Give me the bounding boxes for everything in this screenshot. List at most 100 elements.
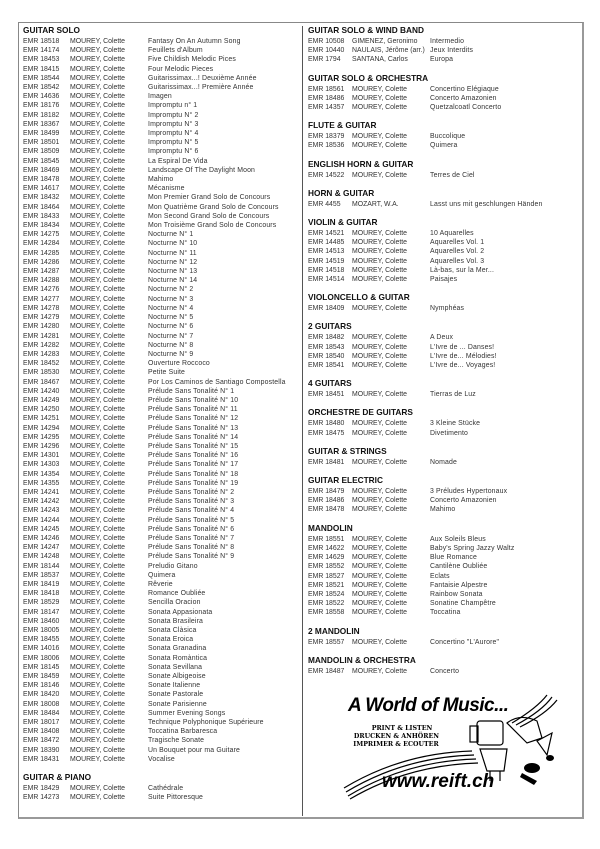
catalog-title: Nymphéas: [430, 305, 465, 313]
catalog-composer: MOUREY, Colette: [70, 580, 126, 588]
catalog-row: EMR 18144 MOUREY, Colette Preludio Gitano: [23, 562, 299, 571]
catalog-code: EMR 18524: [308, 590, 345, 598]
catalog-composer: MOUREY, Colette: [352, 506, 408, 514]
catalog-row: EMR 18481 MOUREY, Colette Nomade: [308, 458, 580, 467]
left-column: GUITAR SOLO EMR 18518 MOUREY, Colette Fanta…: [23, 24, 299, 809]
catalog-code: EMR 18431: [23, 755, 60, 763]
catalog-row: EMR 14357 MOUREY, Colette Quetzalcoatl Con…: [308, 103, 580, 112]
catalog-composer: MOUREY, Colette: [70, 636, 126, 644]
catalog-code: EMR 14286: [23, 258, 60, 266]
catalog-code: EMR 18144: [23, 562, 60, 570]
catalog-composer: MOUREY, Colette: [352, 638, 408, 646]
catalog-composer: MOUREY, Colette: [352, 391, 408, 399]
catalog-code: EMR 18521: [308, 581, 345, 589]
catalog-title: Prélude Sans Tonalité N° 5: [148, 516, 235, 524]
catalog-row: EMR 18499 MOUREY, Colette Impromptu N° 4: [23, 129, 299, 138]
catalog-composer: MOUREY, Colette: [70, 654, 126, 662]
catalog-title: Blue Romance: [430, 554, 477, 562]
catalog-composer: MOUREY, Colette: [70, 240, 126, 248]
catalog-title: Paisajes: [430, 276, 458, 284]
catalog-title: Por Los Caminos de Santiago Compostella: [148, 378, 286, 386]
catalog-title: Nocturne N° 12: [148, 258, 198, 266]
catalog-composer: MOUREY, Colette: [70, 231, 126, 239]
catalog-composer: MOUREY, Colette: [70, 396, 126, 404]
catalog-title: Mécanisme: [148, 185, 185, 193]
catalog-composer: MOUREY, Colette: [70, 479, 126, 487]
catalog-section: VIOLIN & GUITAR EMR 14521 MOUREY, Colette 1…: [308, 216, 580, 284]
catalog-composer: MOUREY, Colette: [70, 157, 126, 165]
catalog-composer: MOUREY, Colette: [70, 120, 126, 128]
catalog-composer: MOUREY, Colette: [70, 332, 126, 340]
section-heading: 2 MANDOLIN: [308, 625, 360, 636]
catalog-title: Impromptu N° 4: [148, 130, 199, 138]
catalog-row: EMR 18537 MOUREY, Colette Quimera: [23, 571, 299, 580]
catalog-row: EMR 14294 MOUREY, Colette Prélude Sans Ton…: [23, 424, 299, 433]
catalog-title: Prélude Sans Tonalité N° 13: [148, 424, 239, 432]
catalog-row: EMR 18475 MOUREY, Colette Divetimento: [308, 429, 580, 438]
catalog-composer: MOUREY, Colette: [70, 111, 126, 119]
catalog-code: EMR 18379: [308, 133, 345, 141]
catalog-row: EMR 18522 MOUREY, Colette Sonatine Champêt…: [308, 599, 580, 608]
catalog-title: Nocturne N° 5: [148, 314, 194, 322]
catalog-composer: MOUREY, Colette: [70, 176, 126, 184]
catalog-code: EMR 18433: [23, 212, 60, 220]
catalog-row: EMR 4455 MOZART, W.A. Lasst uns mit geschl…: [308, 200, 580, 209]
catalog-row: EMR 18469 MOUREY, Colette Landscape Of The…: [23, 166, 299, 175]
catalog-title: Concertino Elégiaque: [430, 85, 499, 93]
catalog-row: EMR 18146 MOUREY, Colette Sonate Italienne: [23, 681, 299, 690]
catalog-title: Aquarelles Vol. 3: [430, 257, 485, 265]
catalog-row: EMR 18420 MOUREY, Colette Sonate Pastorale: [23, 690, 299, 699]
logo-url[interactable]: www.reift.ch: [382, 771, 495, 792]
catalog-composer: MOUREY, Colette: [70, 700, 126, 708]
catalog-row: EMR 14287 MOUREY, Colette Nocturne N° 13: [23, 267, 299, 276]
catalog-composer: MOUREY, Colette: [70, 755, 126, 763]
catalog-title: Sencilla Oracion: [148, 599, 201, 607]
catalog-code: EMR 18017: [23, 719, 60, 727]
catalog-title: Toccatina: [430, 609, 461, 617]
catalog-code: EMR 18557: [308, 638, 345, 646]
catalog-composer: MOUREY, Colette: [70, 258, 126, 266]
catalog-composer: MOUREY, Colette: [70, 415, 126, 423]
catalog-code: EMR 18006: [23, 654, 60, 662]
catalog-title: Sonata Eroica: [148, 636, 194, 644]
catalog-section: FLUTE & GUITAR EMR 18379 MOUREY, Colette Bu…: [308, 119, 580, 150]
catalog-composer: MOUREY, Colette: [70, 794, 126, 802]
section-heading: HORN & GUITAR: [308, 187, 375, 198]
catalog-composer: MOUREY, Colette: [70, 442, 126, 450]
catalog-title: Jeux Interdits: [430, 47, 474, 55]
catalog-composer: MOUREY, Colette: [352, 85, 408, 93]
catalog-title: Nocturne N° 1: [148, 231, 194, 239]
catalog-composer: MOUREY, Colette: [70, 130, 126, 138]
catalog-title: Guitarissimax...! Deuxième Année: [148, 74, 257, 82]
catalog-composer: MOUREY, Colette: [70, 295, 126, 303]
catalog-title: Prélude Sans Tonalité N° 2: [148, 488, 235, 496]
catalog-title: Sonate Pastorale: [148, 691, 204, 699]
catalog-section: ORCHESTRE DE GUITARS EMR 18480 MOUREY, Col…: [308, 406, 580, 437]
catalog-row: EMR 18521 MOUREY, Colette Fantaisie Alpest…: [308, 581, 580, 590]
catalog-title: Sonata Sevillana: [148, 663, 203, 671]
catalog-code: EMR 14303: [23, 461, 60, 469]
catalog-code: EMR 18551: [308, 535, 345, 543]
catalog-title: Prélude Sans Tonalité N° 6: [148, 525, 235, 533]
catalog-composer: MOUREY, Colette: [70, 47, 126, 55]
catalog-composer: MOUREY, Colette: [352, 497, 408, 505]
catalog-code: EMR 14281: [23, 332, 60, 340]
reift-logo: A World of Music... PRINT & LISTEN DRUCK…: [342, 693, 567, 803]
catalog-code: EMR 18527: [308, 572, 345, 580]
section-heading: MANDOLIN: [308, 522, 353, 533]
catalog-row: EMR 14617 MOUREY, Colette Mécanisme: [23, 184, 299, 193]
catalog-composer: MOUREY, Colette: [352, 343, 408, 351]
catalog-composer: MOUREY, Colette: [70, 249, 126, 257]
catalog-code: EMR 18486: [308, 94, 345, 102]
catalog-title: Guitarissimax...! Première Année: [148, 84, 254, 92]
catalog-row: EMR 18518 MOUREY, Colette Fantasy On An Au…: [23, 37, 299, 46]
catalog-composer: MOUREY, Colette: [352, 230, 408, 238]
catalog-frame: [18, 22, 584, 819]
section-heading: GUITAR ELECTRIC: [308, 475, 383, 486]
catalog-title: Concerto Amazonien: [430, 497, 497, 505]
catalog-title: Prélude Sans Tonalité N° 9: [148, 553, 235, 561]
catalog-row: EMR 18529 MOUREY, Colette Sencilla Oracion: [23, 598, 299, 607]
catalog-code: EMR 18481: [308, 458, 345, 466]
catalog-title: Mon Troisième Grand Solo de Concours: [148, 222, 277, 230]
catalog-title: Sonate Parisienne: [148, 700, 207, 708]
